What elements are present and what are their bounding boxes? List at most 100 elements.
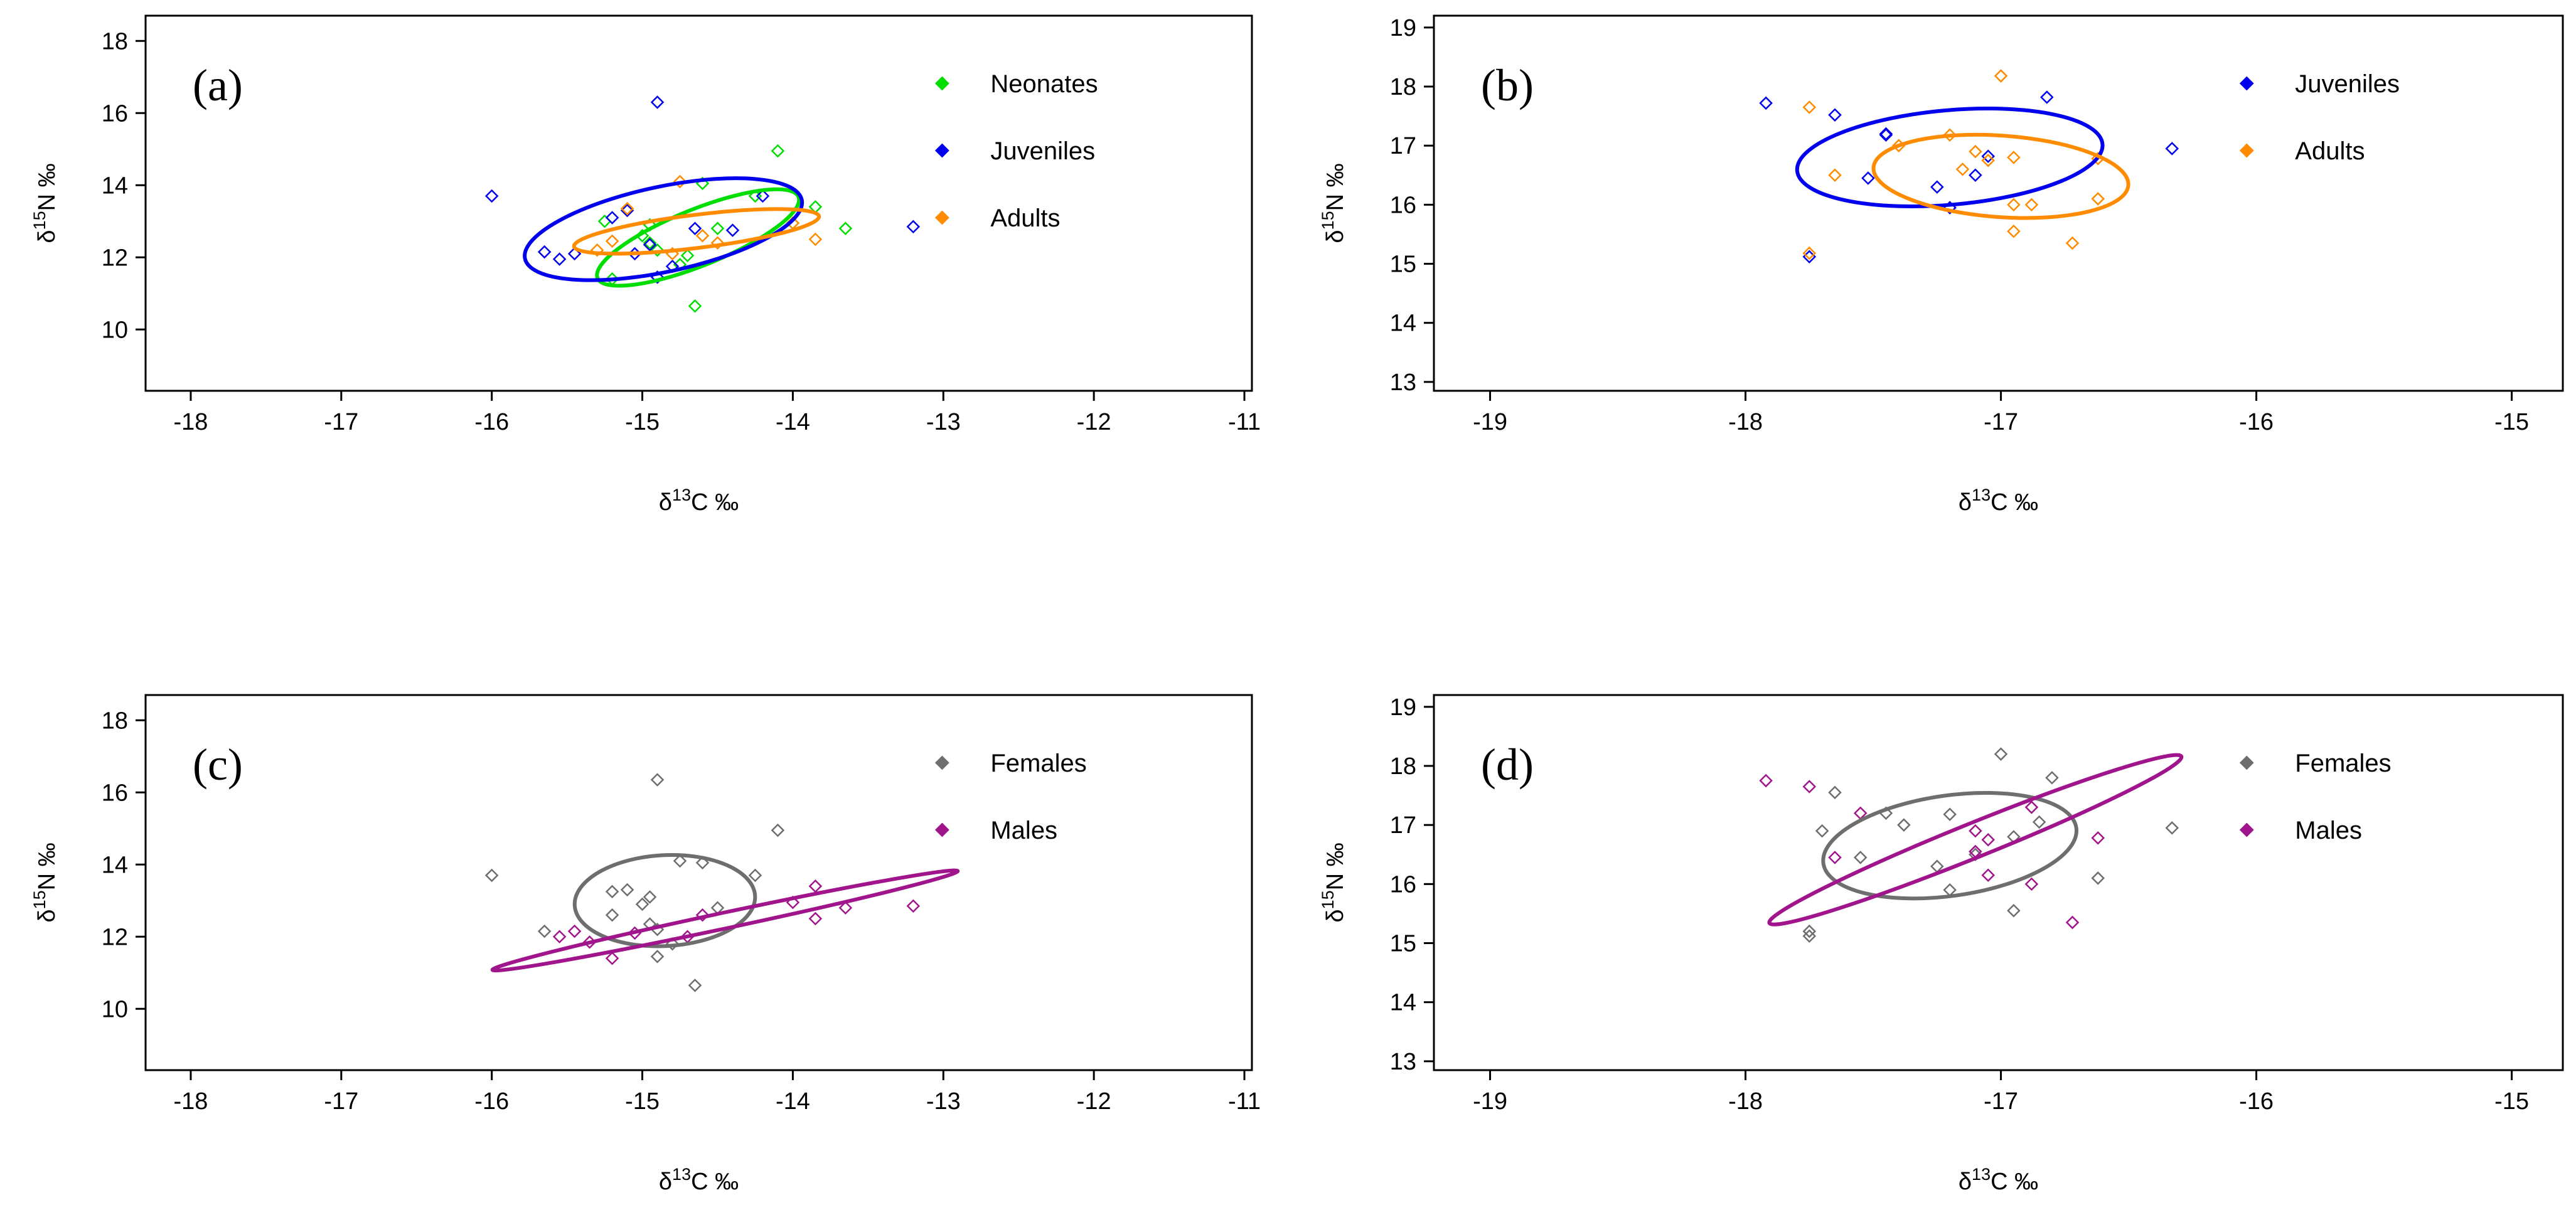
data-point [1759,773,1773,788]
data-point [2091,871,2105,885]
x-tick-label: -17 [1984,1088,2018,1115]
y-axis-title: δ15N ‰ [1318,842,1349,922]
data-point [710,221,725,236]
data-point [688,979,702,992]
data-point [710,236,725,250]
data-point [1943,128,1957,142]
data-point [1802,250,1817,263]
data-point [2065,236,2080,250]
panel-label: (c) [193,740,243,790]
data-point [1943,807,1957,821]
x-tick-label: -18 [173,1088,208,1115]
y-axis-title-suffix: N ‰ [1322,842,1349,890]
x-tick-label: -19 [1473,409,1507,435]
data-point [2165,821,2179,835]
data-point [1994,747,2008,761]
series-juveniles [1759,90,2179,263]
data-point [695,856,710,870]
data-point [1981,153,1995,167]
x-axis-title: δ13C ‰ [1959,1165,2038,1195]
data-point [590,243,604,257]
y-axis-title-prefix: δ [1322,909,1349,922]
y-tick-label: 16 [1390,871,1416,898]
data-point [643,236,657,250]
data-point [748,868,762,883]
data-point [2007,151,2021,164]
data-point [688,299,702,313]
legend: Females Males [934,750,1087,844]
y-tick-label: 17 [1390,812,1416,839]
x-tick-label: -14 [776,409,810,435]
series-females [1802,747,2179,943]
data-point [1802,780,1817,794]
y-tick-label: 10 [102,317,128,343]
x-tick-label: -16 [474,409,509,435]
legend-marker-neonates [934,76,949,91]
y-axis-title-suffix: N ‰ [1322,163,1349,211]
data-point [673,174,687,189]
ellipse-females [572,853,757,948]
legend-label-males: Males [2295,817,2362,844]
data-point [635,897,649,911]
y-axis-title-prefix: δ [34,230,60,243]
legend-marker-adults [2239,143,2254,158]
y-tick-label: 18 [102,28,128,55]
ellipse-juveniles [523,176,804,282]
plot-frame [144,694,1253,1071]
data-point [1759,96,1773,110]
legend: Females Males [2239,750,2392,844]
data-point [1969,168,1982,183]
legend-label-neonates: Neonates [990,70,1098,98]
x-axis-title-superscript: 13 [1972,486,1991,504]
x-tick-label: -13 [926,1088,961,1115]
x-tick-label: -15 [625,1088,660,1115]
data-point [643,238,657,252]
y-axis-title-superscript: 15 [1318,890,1337,909]
data-point [808,911,823,926]
data-point [2007,198,2021,212]
data-point [2024,198,2039,212]
data-point [838,221,853,236]
data-point [1828,108,1842,122]
data-point [537,924,552,938]
x-tick-label: -12 [1077,409,1111,435]
x-tick-label: -12 [1077,1088,1111,1115]
y-tick-label: 18 [1390,74,1416,100]
legend-label-males: Males [990,817,1057,844]
data-point [567,924,582,938]
y-tick-label: 14 [1390,311,1416,337]
data-point [2040,90,2054,104]
y-axis-title-superscript: 15 [30,890,49,909]
x-axis-title-superscript: 13 [672,1165,691,1184]
data-point [1955,162,1970,176]
legend-marker-females [934,755,949,770]
data-point [2024,800,2039,814]
y-tick-label: 18 [102,708,128,734]
ellipse-adults [572,207,821,256]
data-point [1930,180,1944,194]
y-axis-title: δ15N ‰ [30,842,60,922]
x-tick-label: -16 [2239,1088,2274,1115]
x-tick-label: -11 [1228,409,1261,435]
data-point [1861,171,1875,185]
y-axis-title-prefix: δ [34,909,60,922]
data-point [605,234,619,248]
data-point [620,201,634,216]
data-point [1981,832,1995,847]
data-point [771,823,785,837]
x-tick-label: -18 [173,409,208,435]
x-axis-title-prefix: δ [659,489,672,516]
legend-marker-juveniles [2239,76,2254,91]
data-point [695,228,710,243]
data-point [906,899,921,913]
x-axis-title-prefix: δ [1959,489,1972,516]
legend-label-females: Females [2295,750,2391,777]
ellipse-males [1767,753,2184,926]
x-tick-label: -15 [625,409,660,435]
y-tick-label: 12 [102,245,128,271]
plot-frame [1433,14,2564,392]
legend-label-juveniles: Juveniles [2295,70,2400,98]
